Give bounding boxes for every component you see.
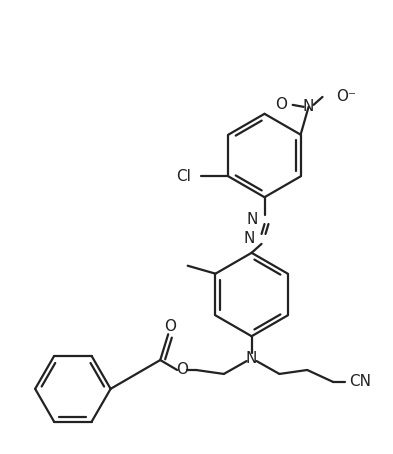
Text: Cl: Cl — [176, 169, 191, 184]
Text: N: N — [246, 350, 257, 365]
Text: N: N — [243, 232, 255, 247]
Text: O: O — [164, 319, 176, 334]
Text: O: O — [275, 97, 287, 113]
Text: O⁻: O⁻ — [336, 89, 356, 104]
Text: N: N — [303, 99, 314, 114]
Text: CN: CN — [349, 375, 371, 390]
Text: N: N — [246, 212, 257, 227]
Text: O: O — [176, 362, 188, 377]
